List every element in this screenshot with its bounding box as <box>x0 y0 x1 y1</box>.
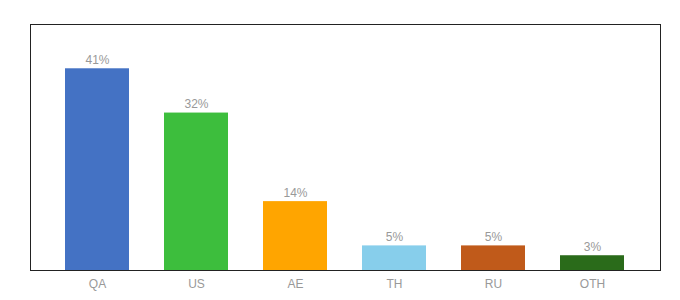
svg-text:3%: 3% <box>584 240 602 254</box>
svg-text:14%: 14% <box>283 186 307 200</box>
svg-text:5%: 5% <box>386 230 404 244</box>
svg-text:AE: AE <box>287 277 303 291</box>
svg-text:41%: 41% <box>85 53 109 67</box>
svg-text:US: US <box>188 277 205 291</box>
svg-text:QA: QA <box>89 277 106 291</box>
svg-text:32%: 32% <box>184 97 208 111</box>
svg-text:TH: TH <box>387 277 403 291</box>
svg-text:OTH: OTH <box>580 277 605 291</box>
svg-text:RU: RU <box>485 277 502 291</box>
svg-text:5%: 5% <box>485 230 503 244</box>
